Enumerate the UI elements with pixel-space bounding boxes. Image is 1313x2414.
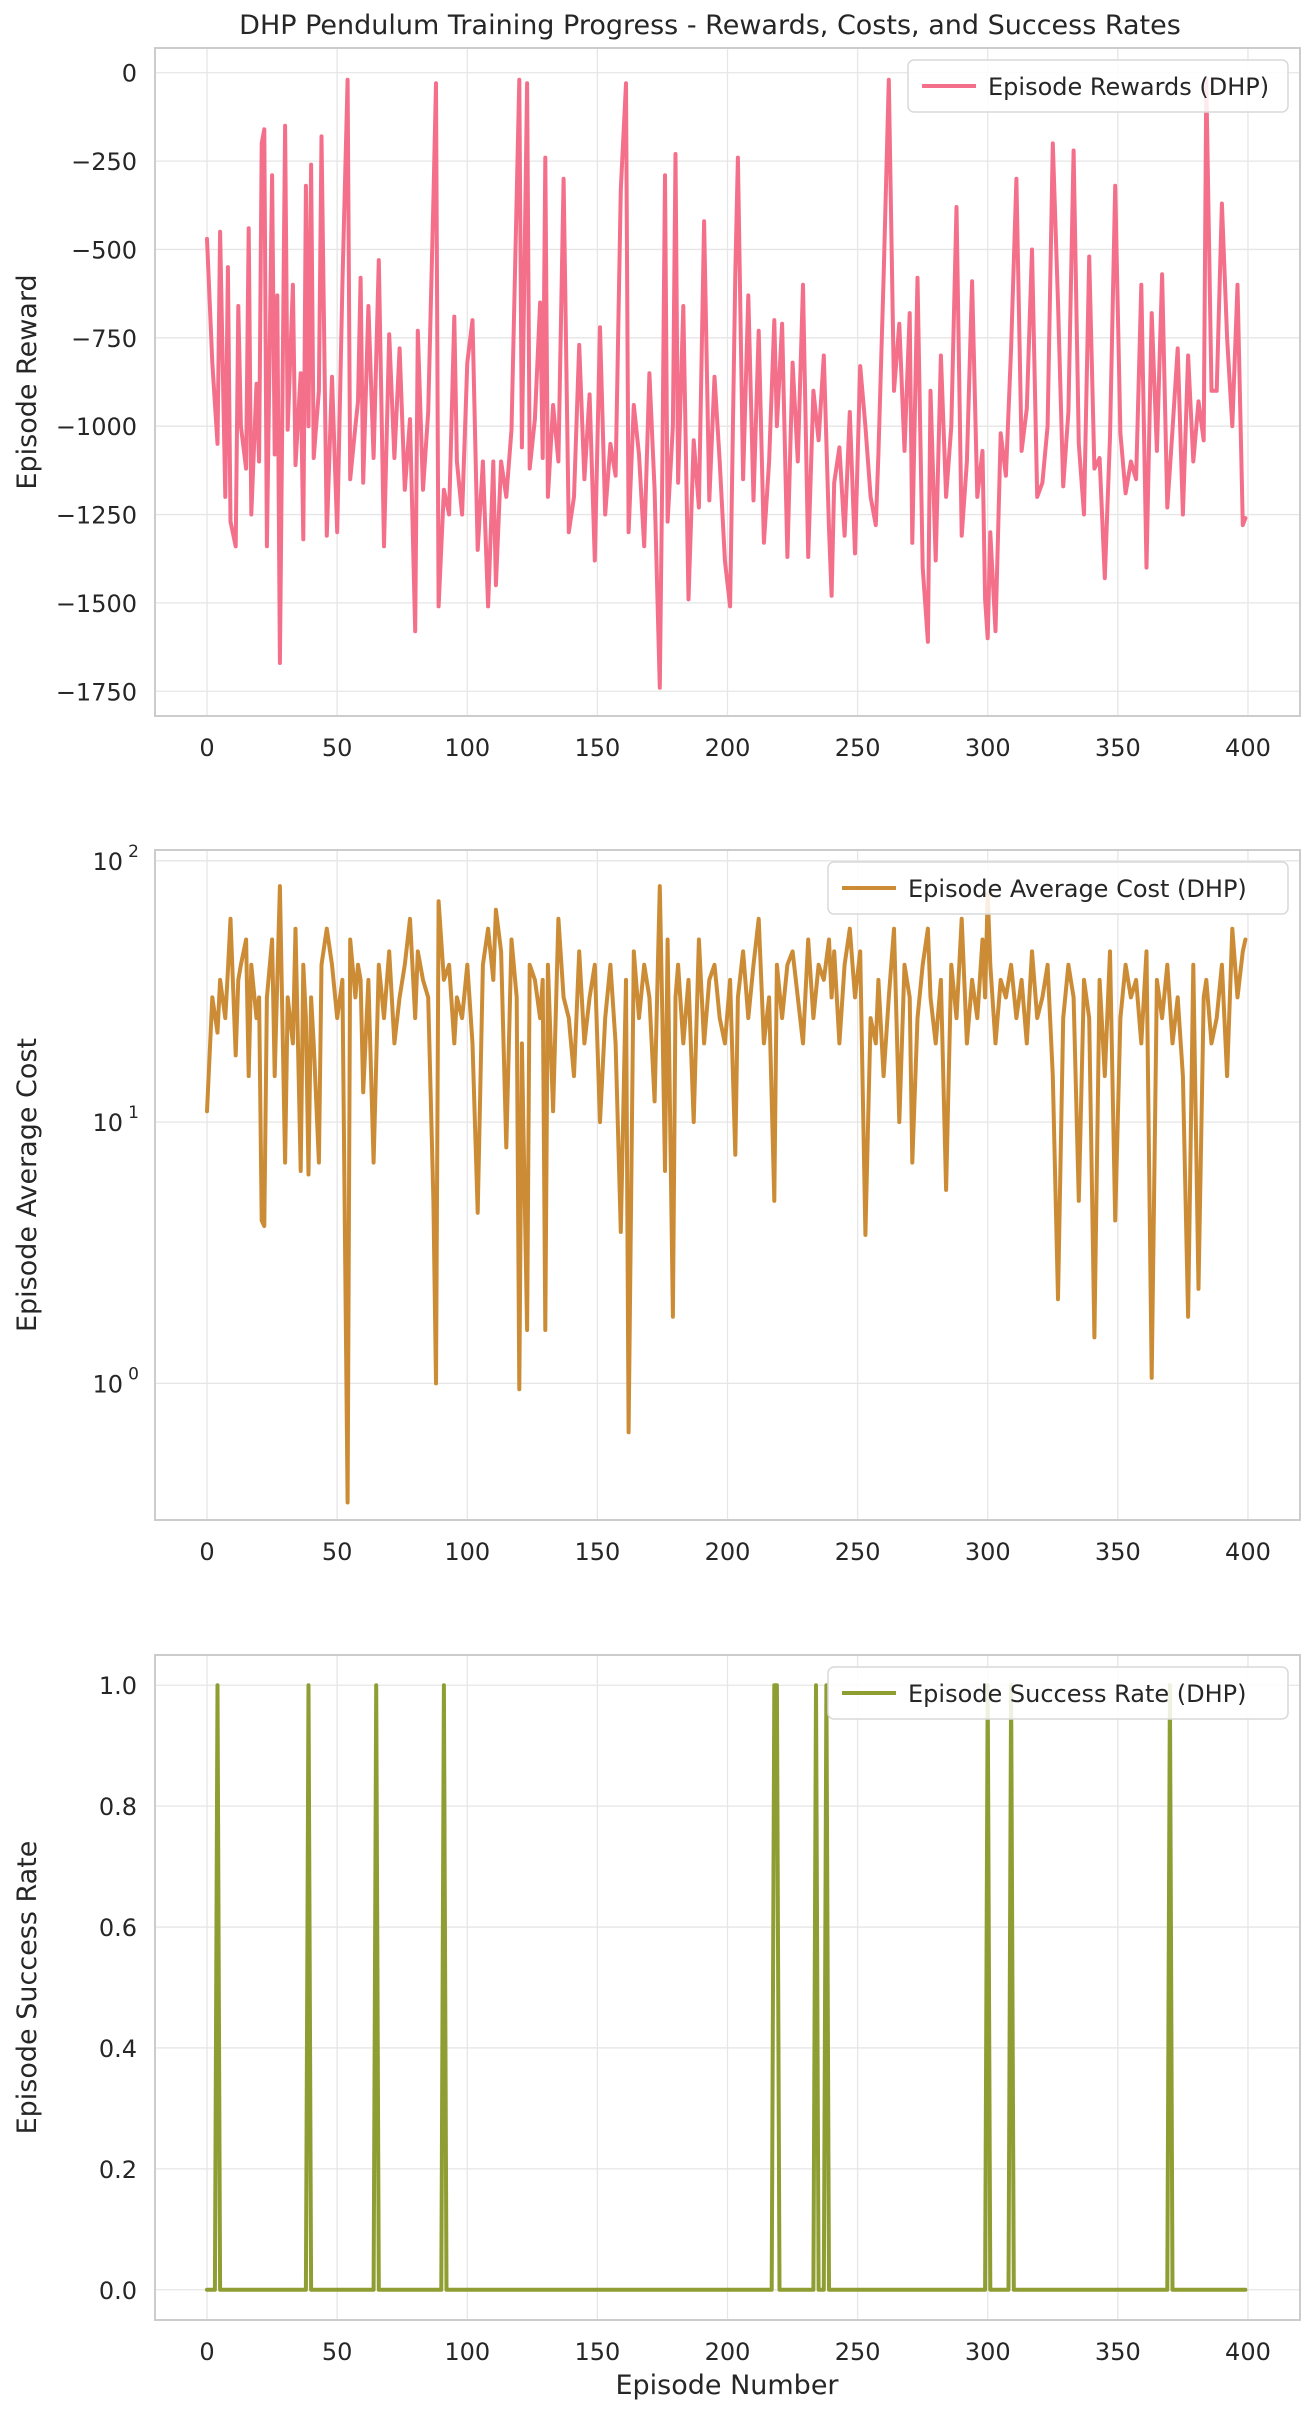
x-tick-label: 150 [574, 2338, 620, 2366]
x-tick-label: 100 [444, 734, 490, 762]
x-tick-label: 50 [322, 2338, 353, 2366]
x-tick-label: 0 [199, 1538, 214, 1566]
y-tick-label: −1250 [56, 502, 137, 530]
x-tick-label: 400 [1225, 2338, 1271, 2366]
y-tick-exponent: 1 [128, 1103, 139, 1123]
x-tick-label: 350 [1095, 1538, 1141, 1566]
x-tick-label: 100 [444, 2338, 490, 2366]
figure-title: DHP Pendulum Training Progress - Rewards… [239, 10, 1181, 41]
series-line [205, 884, 1248, 1505]
y-tick-label: 0.4 [99, 2035, 137, 2063]
y-tick-label: −1000 [56, 413, 137, 441]
x-tick-label: 350 [1095, 734, 1141, 762]
y-tick-label: −500 [71, 236, 137, 264]
x-tick-label: 300 [965, 2338, 1011, 2366]
y-tick-base: 10 [92, 1370, 123, 1398]
legend-label: Episode Average Cost (DHP) [908, 875, 1247, 903]
y-tick-label: 0.8 [99, 1793, 137, 1821]
series-line [205, 77, 1248, 690]
x-tick-label: 50 [322, 1538, 353, 1566]
y-tick-base: 10 [92, 848, 123, 876]
success-panel: 0 50 100 150 200 250 300 350 400 0.0 0.2 0.4 0.6 0.8 1… [12, 1654, 1301, 2366]
y-tick-label: −750 [71, 325, 137, 353]
legend: Episode Rewards (DHP) [907, 59, 1289, 113]
legend: Episode Success Rate (DHP) [827, 1666, 1289, 1720]
x-tick-label: 50 [322, 734, 353, 762]
axes-frame [154, 47, 1301, 717]
y-tick-label: 0 [122, 60, 137, 88]
y-tick-label: 0.2 [99, 2156, 137, 2184]
legend: Episode Average Cost (DHP) [827, 861, 1289, 915]
legend-box [827, 861, 1289, 915]
x-tick-label: 150 [574, 1538, 620, 1566]
y-tick-base: 10 [92, 1109, 123, 1137]
x-tick-label: 200 [705, 734, 751, 762]
x-tick-label: 200 [705, 2338, 751, 2366]
x-tick-label: 100 [444, 1538, 490, 1566]
x-tick-label: 150 [574, 734, 620, 762]
x-tick-label: 0 [199, 2338, 214, 2366]
legend-label: Episode Rewards (DHP) [988, 73, 1269, 101]
y-axis-label: Episode Success Rate [12, 1841, 43, 2135]
y-tick-label: 10 [92, 848, 123, 876]
series-line [205, 1683, 1248, 2292]
y-tick-label: −250 [71, 148, 137, 176]
x-tick-label: 400 [1225, 1538, 1271, 1566]
y-axis-label: Episode Average Cost [12, 1038, 43, 1332]
y-tick-label: −1750 [56, 678, 137, 706]
x-tick-label: 300 [965, 1538, 1011, 1566]
y-tick-exponent: 0 [128, 1364, 139, 1384]
x-tick-label: 250 [835, 734, 881, 762]
x-tick-label: 400 [1225, 734, 1271, 762]
reward-panel: 0 50 100 150 200 250 300 350 400 0 −250 −500 −750 −10… [12, 47, 1301, 762]
y-tick-label: 0.6 [99, 1914, 137, 1942]
x-tick-label: 200 [705, 1538, 751, 1566]
axes-frame [154, 849, 1301, 1521]
x-tick-label: 300 [965, 734, 1011, 762]
x-tick-label: 350 [1095, 2338, 1141, 2366]
legend-box [827, 1666, 1289, 1720]
x-tick-label: 250 [835, 2338, 881, 2366]
y-tick-label: 0.0 [99, 2277, 137, 2305]
y-axis-label: Episode Reward [12, 274, 43, 489]
y-tick-label: −1500 [56, 590, 137, 618]
y-tick-label: 10 [92, 1109, 123, 1137]
figure-xlabel: Episode Number [615, 2370, 839, 2401]
legend-box [907, 59, 1289, 113]
x-tick-label: 250 [835, 1538, 881, 1566]
x-tick-label: 0 [199, 734, 214, 762]
axes-frame [154, 1654, 1301, 2321]
legend-label: Episode Success Rate (DHP) [908, 1680, 1247, 1708]
y-tick-exponent: 2 [128, 842, 139, 862]
y-tick-label: 10 [92, 1370, 123, 1398]
y-tick-label: 1.0 [99, 1672, 137, 1700]
